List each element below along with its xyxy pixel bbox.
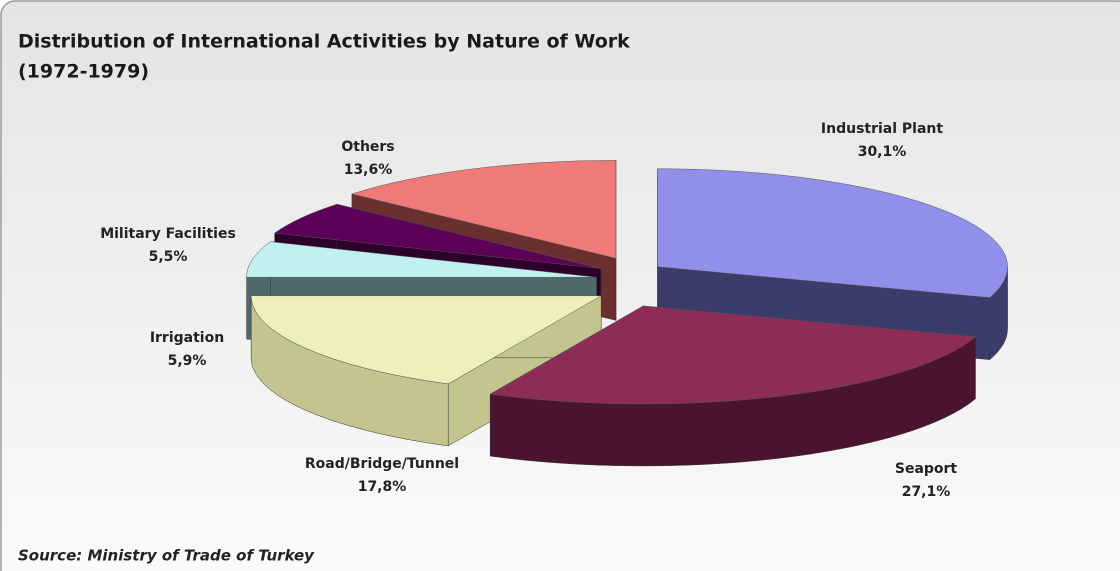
slice-label: Irrigation — [150, 330, 224, 346]
slice-value-label: 5,5% — [149, 249, 188, 265]
pie-slice — [273, 203, 601, 269]
slice-label: Military Facilities — [100, 226, 236, 242]
slice-value-label: 30,1% — [858, 144, 907, 160]
slice-label: Road/Bridge/Tunnel — [305, 456, 459, 472]
slice-label: Industrial Plant — [821, 121, 943, 137]
source-note: Source: Ministry of Trade of Turkey — [18, 547, 315, 565]
slice-label: Seaport — [895, 461, 958, 477]
pie-slice — [246, 241, 597, 278]
slice-label: Others — [341, 139, 394, 155]
chart-title: Distribution of International Activities… — [18, 31, 630, 53]
pie-slice — [250, 295, 603, 385]
pie-slice — [489, 305, 977, 405]
slice-value-label: 17,8% — [358, 479, 407, 495]
pie-slice — [351, 160, 617, 259]
chart-subtitle: (1972-1979) — [18, 61, 149, 83]
pie-slice — [657, 168, 1008, 298]
slice-value-label: 5,9% — [168, 353, 207, 369]
slice-value-label: 13,6% — [344, 162, 393, 178]
slice-value-label: 27,1% — [902, 484, 951, 500]
